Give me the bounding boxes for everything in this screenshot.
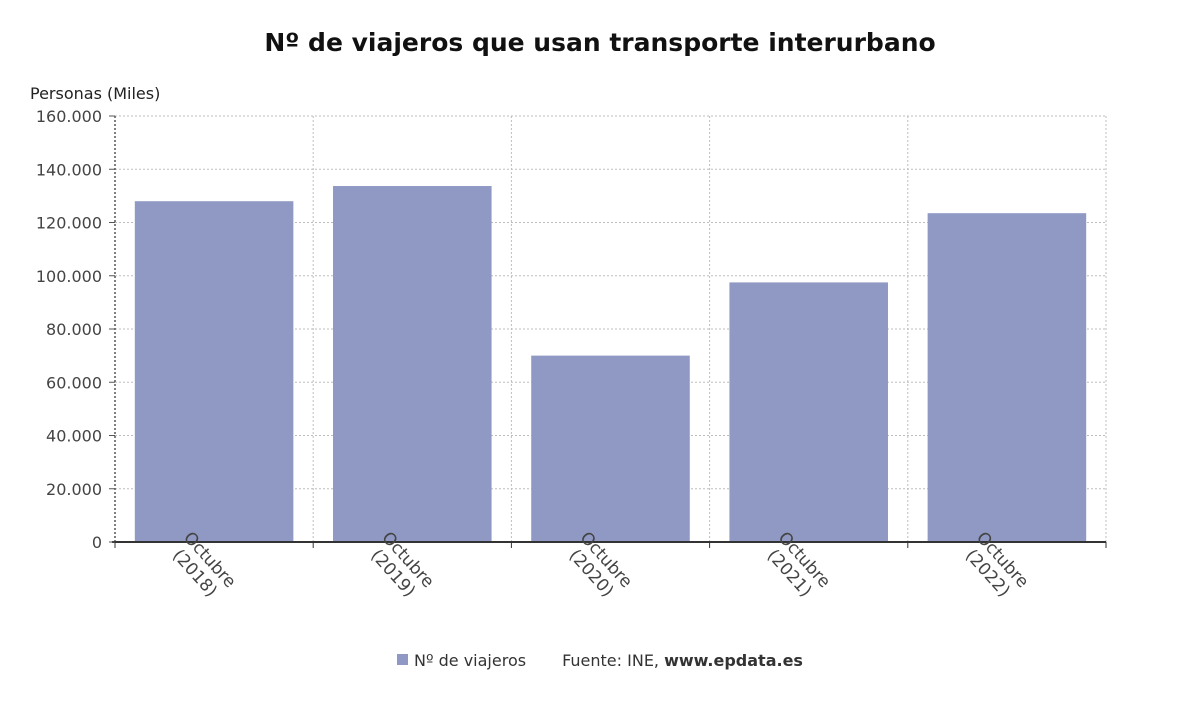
bar — [729, 282, 888, 542]
y-tick-label: 0 — [92, 533, 102, 552]
bars — [134, 186, 1087, 542]
bar — [927, 213, 1087, 542]
source-text: Fuente: INE, www.epdata.es — [562, 651, 803, 670]
chart-title: Nº de viajeros que usan transporte inter… — [264, 28, 936, 57]
legend-swatch — [397, 654, 409, 665]
source-prefix: Fuente: INE, — [562, 651, 665, 670]
y-tick-label: 140.000 — [36, 160, 102, 179]
y-tick-label: 160.000 — [36, 107, 102, 126]
x-ticks: Octubre(2018) Octubre(2019) Octubre(2020) O… — [168, 528, 1032, 601]
bar — [531, 355, 690, 542]
y-axis-label: Personas (Miles) — [30, 84, 161, 103]
y-tick-label: 60.000 — [46, 373, 102, 392]
legend: Nº de viajeros Fuente: INE, www.epdata.es — [0, 651, 1200, 670]
y-tick-label: 80.000 — [46, 320, 102, 339]
y-tick-label: 120.000 — [36, 214, 102, 233]
bar — [333, 186, 492, 542]
bar — [134, 201, 294, 542]
y-tick-label: 40.000 — [46, 427, 102, 446]
source-site: www.epdata.es — [664, 651, 803, 670]
y-tick-label: 20.000 — [46, 480, 102, 499]
y-tick-label: 100.000 — [36, 267, 102, 286]
legend-series-label: Nº de viajeros — [414, 651, 527, 670]
y-ticks: 0 20.000 40.000 60.000 80.000 100.000 120.000 1… — [36, 107, 115, 552]
